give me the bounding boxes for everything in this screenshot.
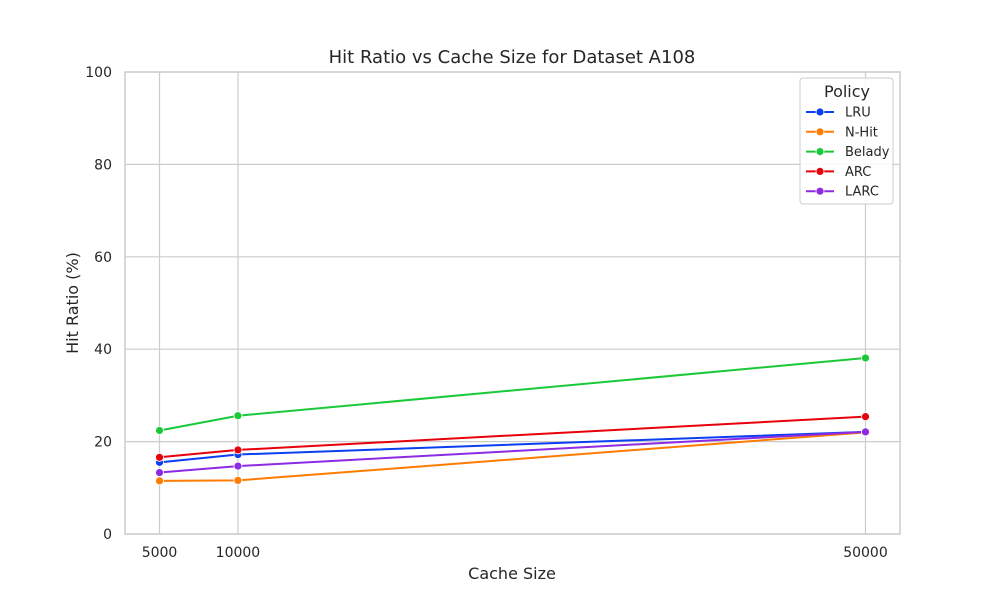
series-arc xyxy=(155,412,870,462)
series-belady xyxy=(155,353,870,435)
legend-label: Belady xyxy=(845,145,890,160)
legend-swatch-marker xyxy=(815,127,825,137)
y-axis-label: Hit Ratio (%) xyxy=(63,252,82,354)
data-point-belady xyxy=(155,426,164,435)
data-point-n-hit xyxy=(155,476,164,486)
data-point-arc xyxy=(861,412,870,422)
x-tick-label: 50000 xyxy=(843,545,888,561)
legend-item-belady: Belady xyxy=(806,145,890,160)
legend-items: LRU N-Hit Belady ARC LARC xyxy=(806,106,890,200)
data-point-belady xyxy=(861,353,870,363)
series-line-belady xyxy=(158,356,867,432)
legend-label: LRU xyxy=(845,106,871,121)
series-line-larc xyxy=(158,430,867,474)
plot-frame xyxy=(124,71,901,535)
data-point-larc xyxy=(861,427,870,437)
x-tick-label: 10000 xyxy=(216,545,261,561)
legend-item-lru: LRU xyxy=(806,106,871,121)
data-point-arc xyxy=(155,452,164,462)
data-point-arc xyxy=(233,445,243,455)
legend-item-n-hit: N-Hit xyxy=(806,125,878,140)
series-line-n-hit xyxy=(158,431,867,482)
series-larc xyxy=(155,427,870,477)
y-tick-label: 100 xyxy=(85,65,112,81)
legend-item-arc: ARC xyxy=(806,165,871,180)
y-tick-label: 0 xyxy=(103,527,112,543)
legend-item-larc: LARC xyxy=(806,185,879,200)
data-point-larc xyxy=(155,468,164,477)
series-lru xyxy=(155,427,870,467)
x-axis-label: Cache Size xyxy=(468,564,556,583)
x-tick-label: 5000 xyxy=(142,545,178,561)
y-tick-label: 80 xyxy=(94,157,112,173)
y-tick-label: 60 xyxy=(94,250,112,266)
chart-title: Hit Ratio vs Cache Size for Dataset A108 xyxy=(329,47,696,68)
legend-swatch-marker xyxy=(815,166,825,176)
tick-labels: 0 20 40 60 80 100 5000 10000 50000 xyxy=(85,65,887,561)
legend-swatch-marker xyxy=(815,107,825,117)
y-tick-label: 40 xyxy=(94,342,112,358)
data-point-larc xyxy=(233,461,243,471)
legend-swatch-marker xyxy=(815,186,825,196)
series-line-lru xyxy=(158,430,867,464)
data-point-belady xyxy=(233,411,243,421)
data-point-n-hit xyxy=(233,476,243,485)
series-layer xyxy=(155,353,870,486)
legend-label: ARC xyxy=(845,165,871,180)
legend-title: Policy xyxy=(824,82,870,101)
legend: Policy LRU N-Hit Belady ARC LARC xyxy=(799,77,894,205)
y-tick-label: 20 xyxy=(94,435,112,451)
legend-swatch-marker xyxy=(815,147,825,157)
legend-label: LARC xyxy=(845,185,879,200)
legend-label: N-Hit xyxy=(845,125,878,140)
